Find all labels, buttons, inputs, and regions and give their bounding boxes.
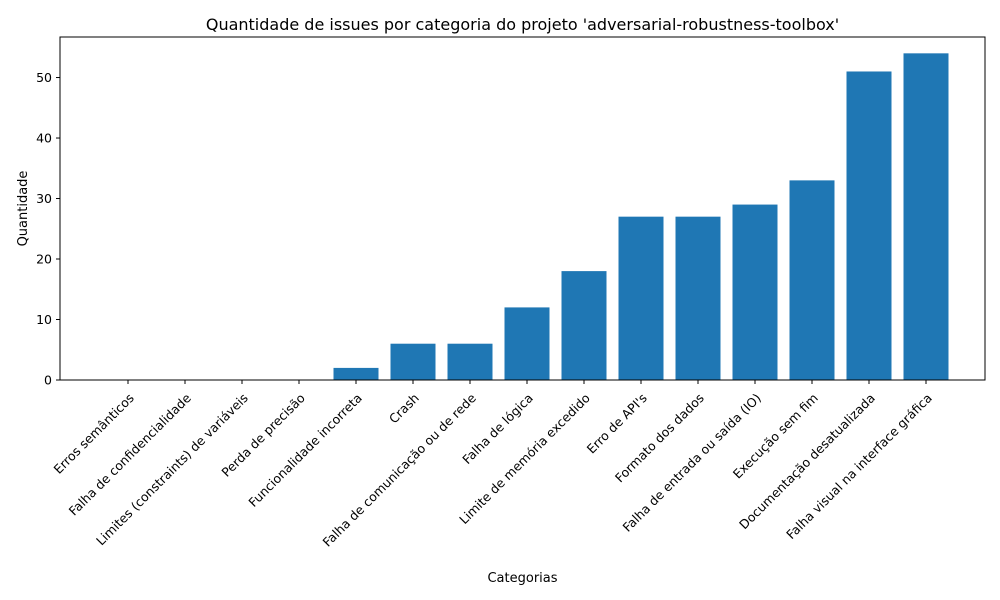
x-axis-label: Categorias (487, 571, 557, 586)
bar (447, 343, 493, 380)
bar (333, 367, 379, 380)
y-axis: 0 10 20 30 40 50 (36, 70, 60, 388)
x-tick-label: Crash (386, 390, 422, 426)
bar (504, 307, 550, 380)
bar (789, 180, 835, 380)
y-tick-label: 50 (36, 70, 52, 85)
plot-area (333, 53, 949, 381)
bar (846, 71, 892, 381)
bar (390, 343, 436, 380)
bar (675, 216, 721, 380)
y-tick-label: 10 (36, 312, 52, 327)
y-tick-label: 30 (36, 191, 52, 206)
bar (732, 204, 778, 380)
y-tick-label: 40 (36, 131, 52, 146)
x-tick-label: Funcionalidade incorreta (245, 390, 365, 510)
bar (561, 271, 607, 380)
y-tick-label: 20 (36, 252, 52, 267)
chart-title: Quantidade de issues por categoria do pr… (206, 15, 839, 34)
y-tick-label: 0 (44, 373, 52, 388)
axes-frame (59, 36, 986, 381)
bar (618, 216, 664, 380)
x-tick-label: Falha de confidencialidade (66, 390, 194, 518)
y-axis-label: Quantidade (16, 171, 31, 247)
bar (903, 53, 949, 380)
